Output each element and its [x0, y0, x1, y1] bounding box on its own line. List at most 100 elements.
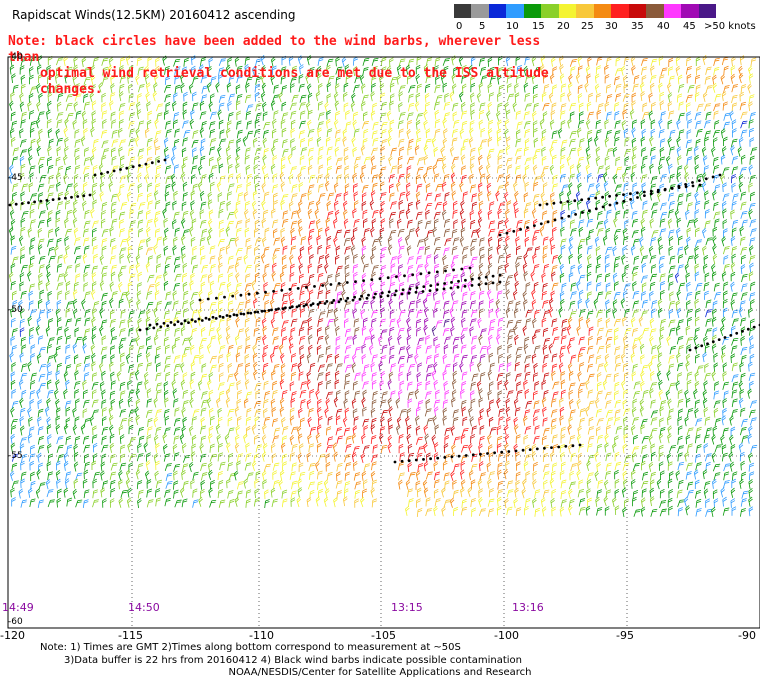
wind-barb	[405, 182, 411, 193]
wind-barb	[210, 181, 215, 192]
wind-barb	[46, 118, 52, 129]
contamination-circle	[370, 278, 374, 281]
wind-barb	[174, 256, 181, 265]
wind-barb	[180, 245, 186, 256]
wind-barb	[235, 352, 241, 363]
wind-barb	[352, 119, 357, 130]
wind-barb	[126, 191, 132, 202]
wind-barb	[208, 487, 213, 498]
wind-barb	[210, 93, 215, 103]
wind-barb	[200, 435, 207, 445]
wind-barb	[497, 480, 504, 490]
contamination-circle	[33, 200, 36, 204]
wind-barb	[390, 76, 398, 85]
wind-barb	[478, 508, 487, 517]
contamination-circle	[148, 323, 152, 327]
wind-barb	[48, 318, 54, 328]
wind-barb	[110, 380, 116, 390]
wind-barb	[351, 433, 357, 444]
wind-barb	[271, 271, 276, 282]
wind-barb	[91, 334, 97, 345]
wind-barb	[55, 308, 61, 319]
wind-barb	[56, 317, 62, 327]
wind-barb	[237, 389, 242, 400]
wind-barb	[721, 146, 727, 157]
wind-barb	[244, 273, 251, 283]
wind-barb	[587, 137, 593, 148]
contamination-circle	[125, 166, 129, 170]
colorbar-swatch	[698, 4, 717, 18]
contamination-circle	[284, 306, 287, 310]
wind-barb	[110, 208, 116, 219]
wind-barb	[99, 381, 105, 392]
wind-barb	[127, 380, 132, 390]
wind-barb	[694, 371, 700, 382]
wind-barb	[694, 479, 700, 490]
wind-barb	[720, 487, 725, 498]
wind-barb	[695, 418, 703, 427]
wind-barb	[189, 118, 195, 130]
wind-barb	[363, 336, 371, 345]
wind-barb	[488, 352, 494, 363]
wind-barb	[317, 318, 324, 327]
wind-barb	[613, 173, 618, 185]
wind-barb	[56, 57, 64, 66]
wind-barb	[489, 319, 496, 328]
wind-barb	[144, 74, 150, 85]
wind-barb	[602, 379, 608, 390]
wind-barb	[327, 318, 334, 327]
wind-barb	[343, 191, 349, 201]
wind-barb	[165, 481, 173, 489]
wind-barb	[678, 345, 684, 354]
wind-barb	[46, 398, 51, 409]
wind-barb	[19, 156, 25, 166]
wind-barb	[570, 228, 577, 237]
wind-barb	[236, 138, 241, 148]
wind-barb	[153, 138, 159, 149]
wind-barb	[622, 109, 627, 120]
wind-barb	[686, 129, 692, 139]
contamination-circle	[535, 447, 539, 451]
wind-barb	[172, 145, 177, 156]
wind-barb	[424, 408, 432, 417]
wind-barb	[668, 110, 675, 120]
wind-barb	[10, 199, 15, 210]
wind-barb	[138, 202, 146, 211]
wind-barb	[532, 479, 537, 490]
wind-barb	[172, 443, 178, 454]
wind-barb	[398, 91, 404, 102]
wind-barb	[522, 173, 527, 184]
wind-barb	[217, 192, 223, 202]
wind-barb	[326, 109, 331, 120]
wind-barb	[713, 407, 719, 418]
wind-barb	[81, 110, 87, 121]
wind-barb	[458, 91, 464, 103]
wind-barb	[442, 399, 449, 409]
wind-barb	[264, 391, 271, 400]
wind-barb	[750, 318, 755, 328]
wind-barb	[56, 263, 63, 273]
wind-barb	[93, 301, 100, 310]
wind-barb	[244, 344, 251, 354]
wind-barb	[37, 416, 42, 427]
wind-barb	[48, 246, 55, 256]
wind-barb	[685, 272, 691, 283]
wind-barb	[65, 245, 70, 256]
contamination-circle	[422, 458, 425, 461]
wind-barb	[47, 128, 53, 139]
wind-barb	[272, 219, 279, 228]
wind-barb	[461, 309, 468, 319]
wind-barb	[534, 246, 541, 256]
wind-barb	[523, 343, 529, 354]
wind-barb	[417, 362, 423, 372]
wind-barb	[740, 372, 746, 382]
wind-barb	[335, 66, 343, 75]
wind-barb	[379, 298, 385, 309]
wind-barb	[524, 165, 530, 175]
wind-barb	[317, 244, 323, 255]
wind-barb	[532, 154, 538, 165]
wind-barb	[740, 84, 747, 94]
wind-barb	[443, 472, 450, 481]
wind-barb	[173, 211, 180, 220]
time-label: 14:49	[2, 601, 34, 614]
